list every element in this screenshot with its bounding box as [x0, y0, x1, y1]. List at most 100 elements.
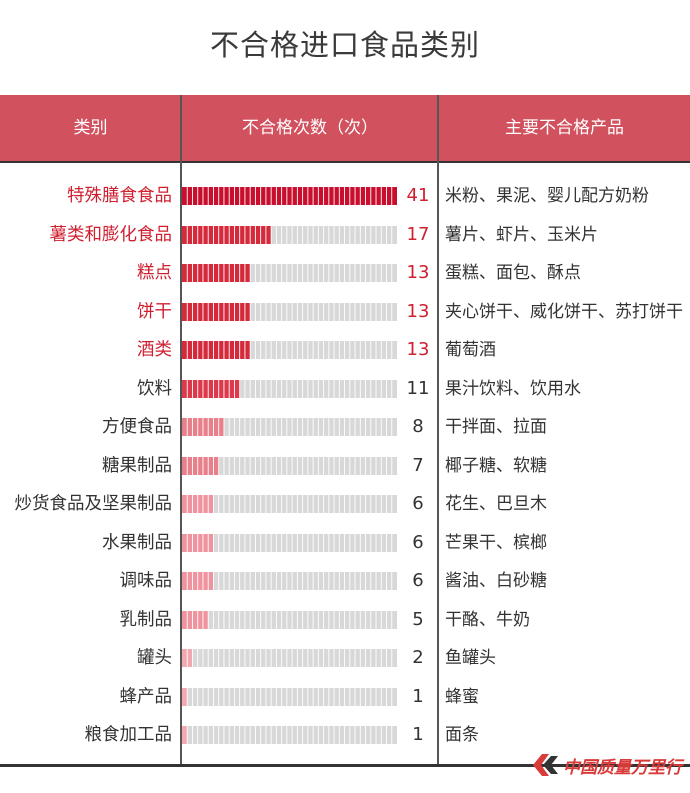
product-label: 芒果干、槟榔	[445, 532, 547, 553]
bar-background	[182, 726, 397, 744]
chart-row: 酒类 13 葡萄酒	[0, 331, 690, 369]
chart-row: 糕点 13 蛋糕、面包、酥点	[0, 254, 690, 292]
category-label: 调味品	[119, 571, 173, 591]
logo-text: 中国质量万里行	[563, 757, 682, 778]
brand-logo: 中国质量万里行	[533, 752, 682, 778]
chart-row: 蜂产品 1 蜂蜜	[0, 678, 690, 716]
bar-track	[182, 187, 397, 205]
bar-track	[182, 264, 397, 282]
count-label: 17	[406, 223, 430, 245]
category-label: 糖果制品	[102, 455, 172, 476]
chart-row: 薯类和膨化食品 17 薯片、虾片、玉米片	[0, 216, 690, 254]
category-label: 乳制品	[119, 609, 173, 630]
product-label: 干酪、牛奶	[445, 609, 530, 630]
header-category: 类别	[73, 118, 108, 138]
product-label: 面条	[445, 725, 479, 745]
product-label: 干拌面、拉面	[445, 417, 547, 437]
chart-row: 饼干 13 夹心饼干、威化饼干、苏打饼干	[0, 293, 690, 331]
bar-background	[182, 572, 397, 590]
bar-track	[182, 726, 397, 744]
count-label: 1	[412, 685, 424, 707]
category-label: 炒货食品及坚果制品	[14, 494, 173, 514]
chart-row: 乳制品 5 干酪、牛奶	[0, 601, 690, 639]
count-label: 41	[406, 185, 430, 206]
bar	[182, 302, 251, 321]
product-label: 蜂蜜	[445, 686, 479, 707]
product-label: 椰子糖、软糖	[445, 455, 547, 476]
bar	[182, 726, 188, 744]
count-label: 6	[412, 570, 424, 591]
bar-track	[182, 687, 397, 706]
bar-track	[182, 533, 397, 552]
page-title: 不合格进口食品类别	[209, 28, 480, 62]
chart-row: 调味品 6 酱油、白砂糖	[0, 562, 690, 600]
product-label: 鱼罐头	[445, 648, 496, 668]
product-label: 葡萄酒	[445, 340, 496, 360]
bar-track	[182, 418, 397, 436]
chart-row: 饮料 11 果汁饮料、饮用水	[0, 370, 690, 408]
count-label: 13	[406, 262, 430, 283]
count-label: 2	[412, 647, 424, 668]
category-label: 特殊膳食食品	[67, 186, 172, 206]
header-bottom-divider	[0, 161, 690, 163]
count-label: 1	[412, 724, 424, 745]
column-divider-left	[180, 95, 182, 766]
bar-background	[182, 495, 397, 513]
count-label: 6	[412, 531, 424, 553]
count-label: 6	[412, 493, 424, 514]
chart-row: 方便食品 8 干拌面、拉面	[0, 408, 690, 446]
category-label: 粮食加工品	[84, 725, 173, 745]
category-label: 酒类	[137, 340, 172, 360]
product-label: 花生、巴旦木	[445, 494, 547, 514]
bar	[182, 341, 251, 359]
product-label: 果汁饮料、饮用水	[445, 378, 581, 399]
table-bottom-line	[0, 764, 690, 767]
logo-mark-icon	[533, 754, 558, 776]
chart-row: 水果制品 6 芒果干、槟榔	[0, 524, 690, 562]
bar	[182, 687, 188, 706]
product-label: 夹心饼干、威化饼干、苏打饼干	[445, 301, 683, 322]
bar-background	[182, 610, 397, 629]
bar	[182, 225, 272, 244]
table-header: 类别 不合格次数（次） 主要不合格产品	[0, 95, 690, 161]
count-label: 13	[406, 300, 430, 322]
category-label: 水果制品	[102, 532, 172, 553]
bar-track	[182, 341, 397, 359]
bar-background	[182, 456, 397, 475]
chart-row: 特殊膳食食品 41 米粉、果泥、婴儿配方奶粉	[0, 177, 690, 215]
category-label: 饼干	[137, 301, 172, 322]
count-label: 5	[412, 608, 424, 630]
bar-track	[182, 572, 397, 590]
category-label: 方便食品	[102, 417, 172, 437]
bar-background	[182, 533, 397, 552]
bar	[182, 264, 251, 282]
bar	[182, 456, 219, 475]
category-label: 饮料	[137, 378, 172, 399]
bar	[182, 610, 209, 629]
category-label: 糕点	[137, 263, 172, 283]
bar	[182, 379, 240, 398]
bar-track	[182, 225, 397, 244]
product-label: 酱油、白砂糖	[445, 571, 547, 591]
count-label: 13	[406, 339, 430, 360]
bar-track	[182, 379, 397, 398]
category-label: 蜂产品	[119, 686, 173, 707]
count-label: 11	[406, 377, 430, 399]
bar-background	[182, 649, 397, 667]
chart-row: 炒货食品及坚果制品 6 花生、巴旦木	[0, 485, 690, 523]
product-label: 蛋糕、面包、酥点	[445, 263, 581, 283]
bar-background	[182, 418, 397, 436]
product-label: 薯片、虾片、玉米片	[445, 224, 598, 245]
bar-track	[182, 302, 397, 321]
count-label: 8	[412, 416, 424, 437]
category-label: 薯类和膨化食品	[49, 224, 173, 245]
header-products: 主要不合格产品	[505, 118, 624, 138]
count-label: 7	[412, 454, 424, 476]
bar-background	[182, 687, 397, 706]
bar-track	[182, 610, 397, 629]
chart-row: 糖果制品 7 椰子糖、软糖	[0, 447, 690, 485]
bar-track	[182, 456, 397, 475]
header-count: 不合格次数（次）	[242, 118, 378, 138]
bar	[182, 187, 397, 205]
bar-track	[182, 649, 397, 667]
